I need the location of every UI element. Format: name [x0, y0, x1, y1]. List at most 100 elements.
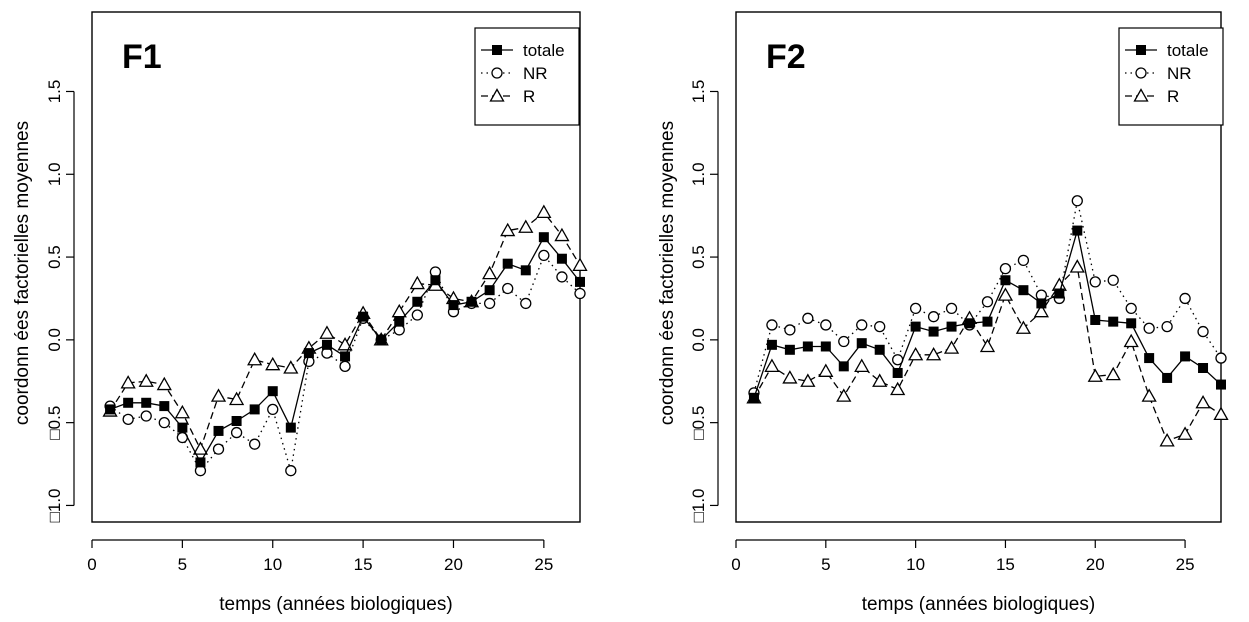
data-point — [123, 397, 134, 408]
data-point — [120, 375, 136, 389]
data-point — [1216, 379, 1226, 390]
data-point — [1161, 320, 1173, 333]
data-point — [1179, 292, 1191, 305]
data-point — [838, 361, 849, 372]
data-point — [267, 386, 278, 397]
series-nr — [748, 195, 1227, 399]
data-point — [1000, 275, 1011, 286]
data-point — [321, 339, 332, 350]
data-point — [1105, 366, 1121, 381]
panel-title: F2 — [766, 38, 806, 76]
legend-box — [474, 27, 580, 126]
data-point — [872, 373, 888, 387]
data-point — [1069, 259, 1085, 273]
data-point — [890, 381, 906, 396]
data-point — [748, 392, 759, 403]
data-point — [892, 367, 903, 378]
data-point — [802, 312, 814, 324]
data-point — [192, 441, 209, 455]
x-tick-label: 15 — [354, 555, 373, 574]
data-point — [556, 271, 568, 283]
data-point — [1054, 288, 1065, 299]
x-tick-label: 5 — [178, 555, 187, 574]
series-line — [753, 200, 1222, 393]
data-point — [1033, 303, 1049, 318]
x-tick-label: 0 — [87, 555, 96, 574]
data-point — [412, 296, 423, 307]
data-point — [784, 324, 796, 336]
series-totale — [105, 232, 585, 468]
x-axis-label: temps (années biologiques) — [219, 594, 452, 615]
data-point — [122, 413, 134, 425]
data-point — [159, 401, 170, 412]
data-point — [766, 339, 777, 350]
x-tick-label: 15 — [996, 555, 1015, 574]
data-point — [391, 303, 407, 318]
data-point — [249, 438, 261, 450]
data-point — [1159, 433, 1175, 447]
data-point — [575, 276, 585, 287]
data-point — [782, 370, 798, 384]
data-point — [964, 318, 975, 329]
data-point — [1090, 314, 1101, 325]
data-point — [502, 282, 514, 295]
data-point — [928, 326, 939, 337]
data-point — [482, 265, 498, 280]
data-point — [1198, 363, 1209, 374]
legend-label: NR — [1167, 64, 1192, 83]
data-point — [538, 249, 550, 262]
data-point — [981, 296, 994, 308]
data-point — [105, 404, 116, 415]
data-point — [820, 319, 832, 331]
panel-title: F1 — [122, 38, 162, 76]
data-point — [1177, 426, 1193, 440]
data-point — [231, 415, 242, 426]
y-tick-label: 0.5 — [689, 245, 708, 269]
data-point — [247, 351, 263, 366]
data-point — [1072, 225, 1083, 236]
data-point — [319, 325, 335, 339]
data-point — [249, 404, 260, 415]
data-point — [339, 360, 351, 373]
y-tick-label: 1.0 — [45, 162, 64, 186]
legend-marker — [1135, 67, 1147, 79]
y-axis-label: coordonn ées factorielles moyennes — [12, 121, 33, 425]
series-line — [109, 211, 581, 451]
y-tick-label: □1.0 — [689, 488, 708, 522]
data-point — [943, 340, 960, 354]
x-tick-label: 0 — [731, 555, 740, 574]
data-point — [466, 296, 477, 307]
data-point — [802, 341, 813, 352]
data-point — [228, 391, 245, 406]
y-tick-label: 1.5 — [45, 80, 64, 104]
data-point — [158, 416, 170, 429]
data-point — [1071, 195, 1083, 207]
data-point — [820, 341, 831, 352]
data-point — [430, 275, 441, 286]
data-point — [411, 309, 423, 321]
data-point — [212, 443, 225, 455]
y-axis-label: coordonn ées factorielles moyennes — [657, 121, 678, 425]
x-tick-label: 25 — [534, 555, 553, 574]
data-point — [283, 360, 299, 374]
data-point — [1213, 406, 1229, 421]
data-point — [500, 222, 516, 237]
data-point — [800, 373, 816, 387]
data-point — [979, 338, 996, 353]
plot-frame — [735, 11, 1222, 523]
chart-panel-f1: 0 5 10 15 20 25 □1.0 □0.5 0.0 0.5 1.0 1.5 temps (ann… — [12, 11, 588, 615]
data-point — [210, 388, 227, 402]
data-point — [536, 204, 552, 219]
data-point — [764, 358, 780, 373]
series-line — [753, 265, 1222, 442]
data-point — [285, 422, 296, 433]
data-point — [982, 316, 993, 327]
data-point — [520, 297, 532, 310]
legend-label: R — [523, 87, 535, 106]
chart-panel-f2: 0 5 10 15 20 25 □1.0 □0.5 0.0 0.5 1.0 1.5 temps (ann… — [657, 11, 1229, 615]
data-point — [483, 297, 496, 310]
data-point — [572, 257, 588, 271]
data-point — [213, 425, 224, 436]
x-tick-label: 10 — [906, 555, 925, 574]
